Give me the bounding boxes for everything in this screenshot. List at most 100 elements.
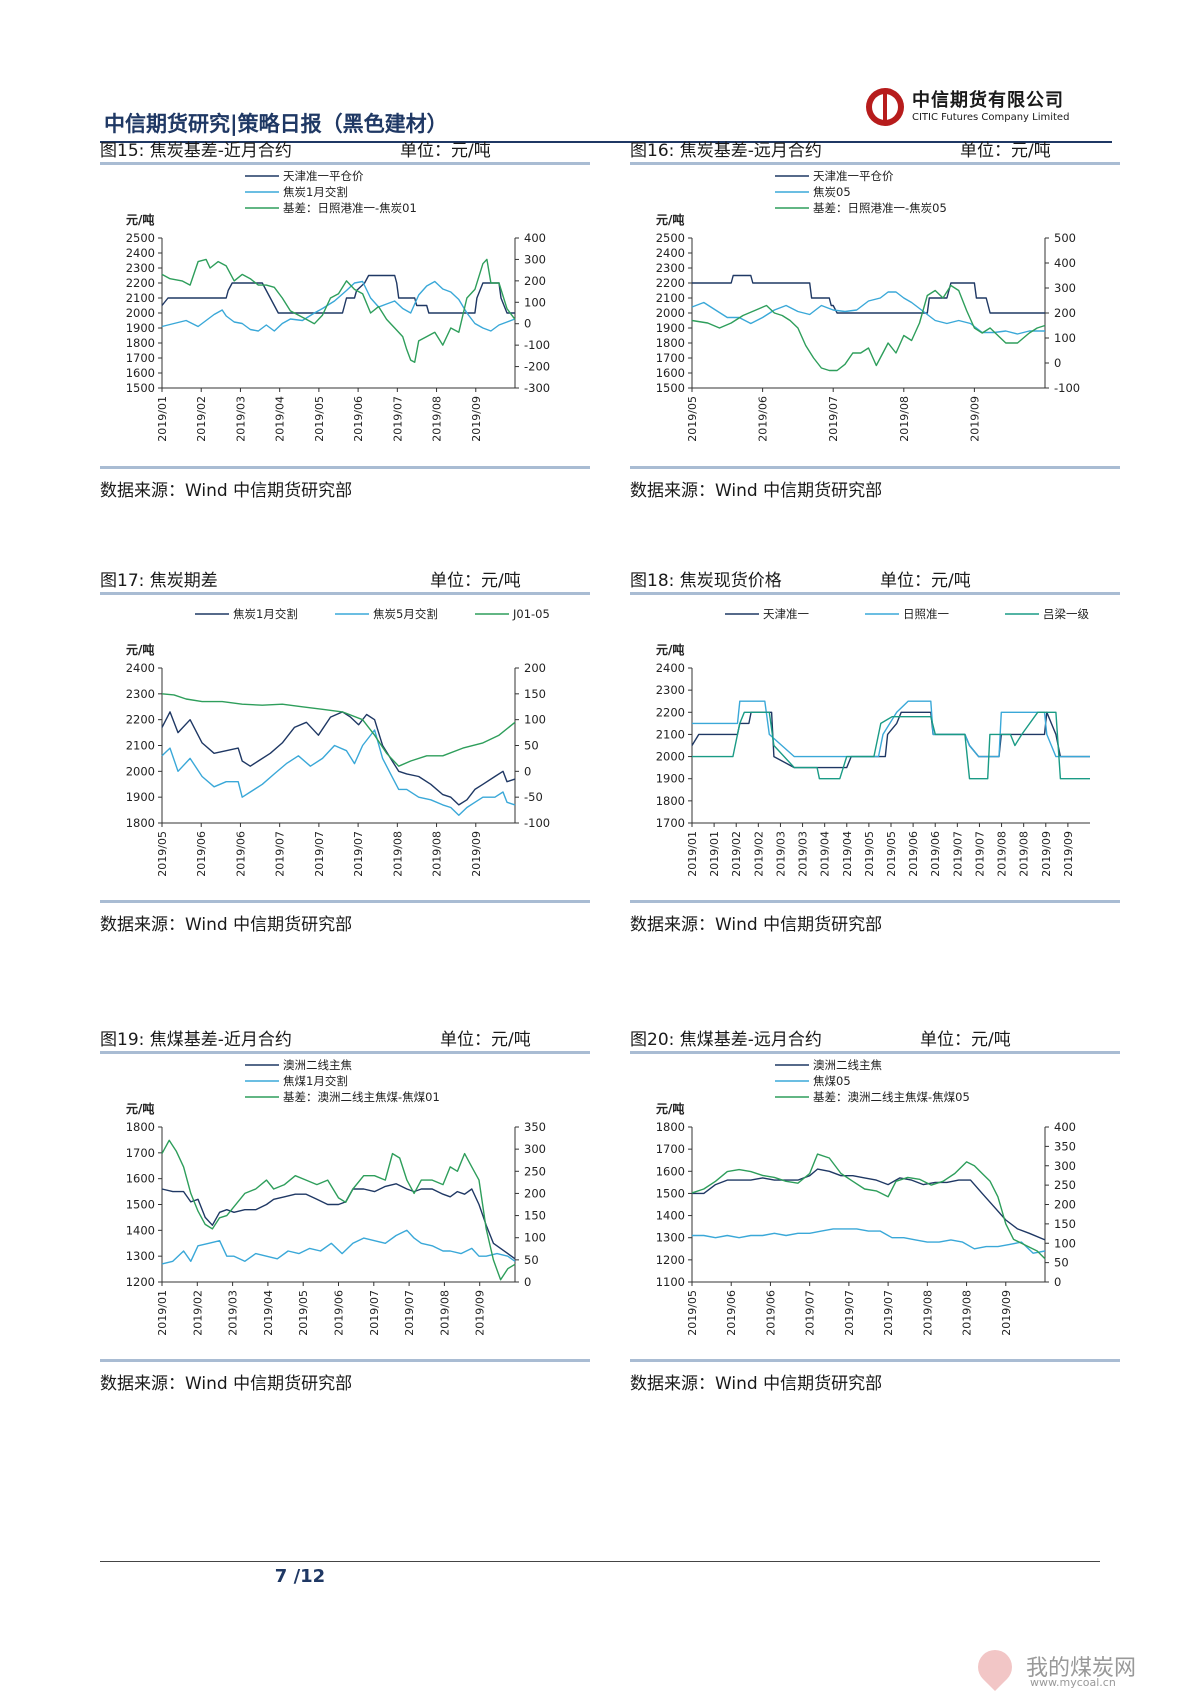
y2-tick-label: 100	[524, 713, 546, 727]
series-line	[692, 711, 1090, 780]
report-title: 中信期货研究|策略日报（黑色建材）	[104, 112, 448, 136]
figure-title: 图19: 焦煤基差-近月合约	[100, 1030, 292, 1050]
figure-bottom-rule	[100, 466, 590, 469]
figure-top-rule	[100, 592, 590, 595]
y-tick-label: 2100	[126, 739, 155, 753]
figure-unit: 单位：元/吨	[920, 1030, 1011, 1050]
y2-tick-label: 500	[1054, 231, 1076, 245]
figure-16-chart: 元/吨1500160017001800190020002100220023002…	[656, 169, 1080, 442]
y-tick-label: 2400	[126, 246, 155, 260]
series-line	[691, 711, 1090, 769]
y2-tick-label: -100	[524, 816, 550, 830]
y-tick-label: 1300	[126, 1249, 155, 1263]
y2-tick-label: 100	[524, 295, 546, 309]
x-tick-label: 2019/04	[274, 396, 287, 442]
y-tick-label: 1700	[656, 816, 685, 830]
x-tick-label: 2019/08	[431, 396, 444, 442]
y2-tick-label: 150	[1054, 1217, 1076, 1231]
y-tick-label: 2000	[126, 764, 155, 778]
series-line	[161, 711, 516, 806]
x-tick-label: 2019/06	[764, 1290, 777, 1336]
figure-20-chart: 元/吨 1100 1200 1300 1400 1500 1600 1700 1800 0 50 10…	[656, 1058, 1076, 1336]
series-line	[692, 700, 1090, 758]
y2-tick-label: -50	[524, 790, 543, 804]
x-tick-label: 2019/01	[686, 831, 699, 877]
figure-bottom-rule	[630, 466, 1120, 469]
y-tick-label: 2200	[656, 705, 685, 719]
y-tick-label: 1800	[126, 1120, 155, 1134]
legend-entry: 焦炭5月交割	[373, 607, 438, 621]
y2-tick-label: 250	[524, 1164, 546, 1178]
y-tick-label: 1700	[126, 1146, 155, 1160]
y-tick-label: 1600	[126, 366, 155, 380]
x-tick-label: 2019/03	[234, 396, 247, 442]
header-rule	[100, 141, 1112, 143]
y-tick-label: 1900	[656, 321, 685, 335]
series-line	[691, 1153, 1046, 1260]
x-tick-label: 2019/05	[885, 831, 898, 877]
x-tick-label: 2019/07	[352, 831, 365, 877]
y-axis-label: 元/吨	[126, 212, 154, 227]
x-tick-label: 2019/04	[819, 831, 832, 877]
figure-unit: 单位：元/吨	[440, 1030, 531, 1050]
figure-source: 数据来源：Wind 中信期货研究部	[630, 481, 883, 501]
figure-18-chart: 元/吨 1700 1800 1900 2000 2100 2200 2300 2400 2019/…	[656, 607, 1090, 877]
y-axis-label: 元/吨	[126, 1101, 154, 1116]
figure-unit: 单位：元/吨	[400, 141, 491, 161]
figure-source: 数据来源：Wind 中信期货研究部	[100, 1374, 353, 1394]
flame-icon	[970, 1642, 1020, 1692]
y-tick-label: 1500	[656, 381, 685, 395]
legend-entry: 焦煤1月交割	[283, 1074, 348, 1088]
x-tick-label: 2019/08	[1018, 831, 1031, 877]
y-tick-label: 1700	[656, 351, 685, 365]
y-tick-label: 2100	[656, 727, 685, 741]
series-line	[161, 274, 515, 314]
y-tick-label: 1500	[656, 1186, 685, 1200]
citic-logo-icon	[866, 88, 904, 126]
watermark-url: www.mycoal.cn	[1030, 1676, 1116, 1689]
figure-unit: 单位：元/吨	[880, 571, 971, 591]
y2-tick-label: 200	[1054, 1198, 1076, 1212]
y-tick-label: 2100	[656, 291, 685, 305]
legend-entry: 天津准一	[763, 607, 809, 621]
x-tick-label: 2019/06	[234, 831, 247, 877]
series-line	[161, 1139, 516, 1281]
figure-bottom-rule	[100, 900, 590, 903]
x-tick-label: 2019/07	[274, 831, 287, 877]
y-tick-label: 1500	[126, 381, 155, 395]
y-tick-label: 2500	[126, 231, 155, 245]
x-tick-label: 2019/06	[195, 831, 208, 877]
x-tick-label: 2019/07	[882, 1290, 895, 1336]
legend-entry: 基差：日照港准一-焦炭01	[283, 201, 417, 215]
x-tick-label: 2019/09	[470, 831, 483, 877]
figure-19-chart: 元/吨 1200 1300 1400 1500 1600 1700 1800 0 50 100 150…	[126, 1058, 546, 1336]
y-tick-label: 1300	[656, 1231, 685, 1245]
x-tick-label: 2019/05	[313, 396, 326, 442]
y-tick-label: 2300	[126, 687, 155, 701]
page-number: 7 /12	[274, 1566, 326, 1587]
x-tick-label: 2019/02	[195, 396, 208, 442]
y2-tick-label: 300	[524, 1142, 546, 1156]
y-tick-label: 2200	[126, 276, 155, 290]
y-tick-label: 2300	[656, 261, 685, 275]
series-line	[691, 291, 1045, 335]
x-tick-label: 2019/08	[921, 1290, 934, 1336]
legend-entry: 焦炭05	[813, 185, 851, 199]
y-tick-label: 2400	[656, 661, 685, 675]
y-tick-label: 1800	[656, 794, 685, 808]
x-tick-label: 2019/07	[804, 1290, 817, 1336]
legend-entry: 基差：日照港准一-焦炭05	[813, 201, 947, 215]
x-tick-label: 2019/09	[474, 1290, 487, 1336]
figure-title: 图20: 焦煤基差-远月合约	[630, 1030, 822, 1050]
figure-top-rule	[630, 1051, 1120, 1054]
x-tick-label: 2019/08	[391, 831, 404, 877]
legend-entry: 天津准一平仓价	[813, 169, 894, 183]
y2-tick-label: -100	[524, 338, 550, 352]
x-tick-label: 2019/07	[368, 1290, 381, 1336]
y2-tick-label: -100	[1054, 381, 1080, 395]
y-tick-label: 1800	[656, 336, 685, 350]
legend-entry: 焦煤05	[813, 1074, 851, 1088]
x-tick-label: 2019/07	[827, 396, 840, 442]
y-axis-label: 元/吨	[126, 642, 154, 657]
x-tick-label: 2019/06	[333, 1290, 346, 1336]
